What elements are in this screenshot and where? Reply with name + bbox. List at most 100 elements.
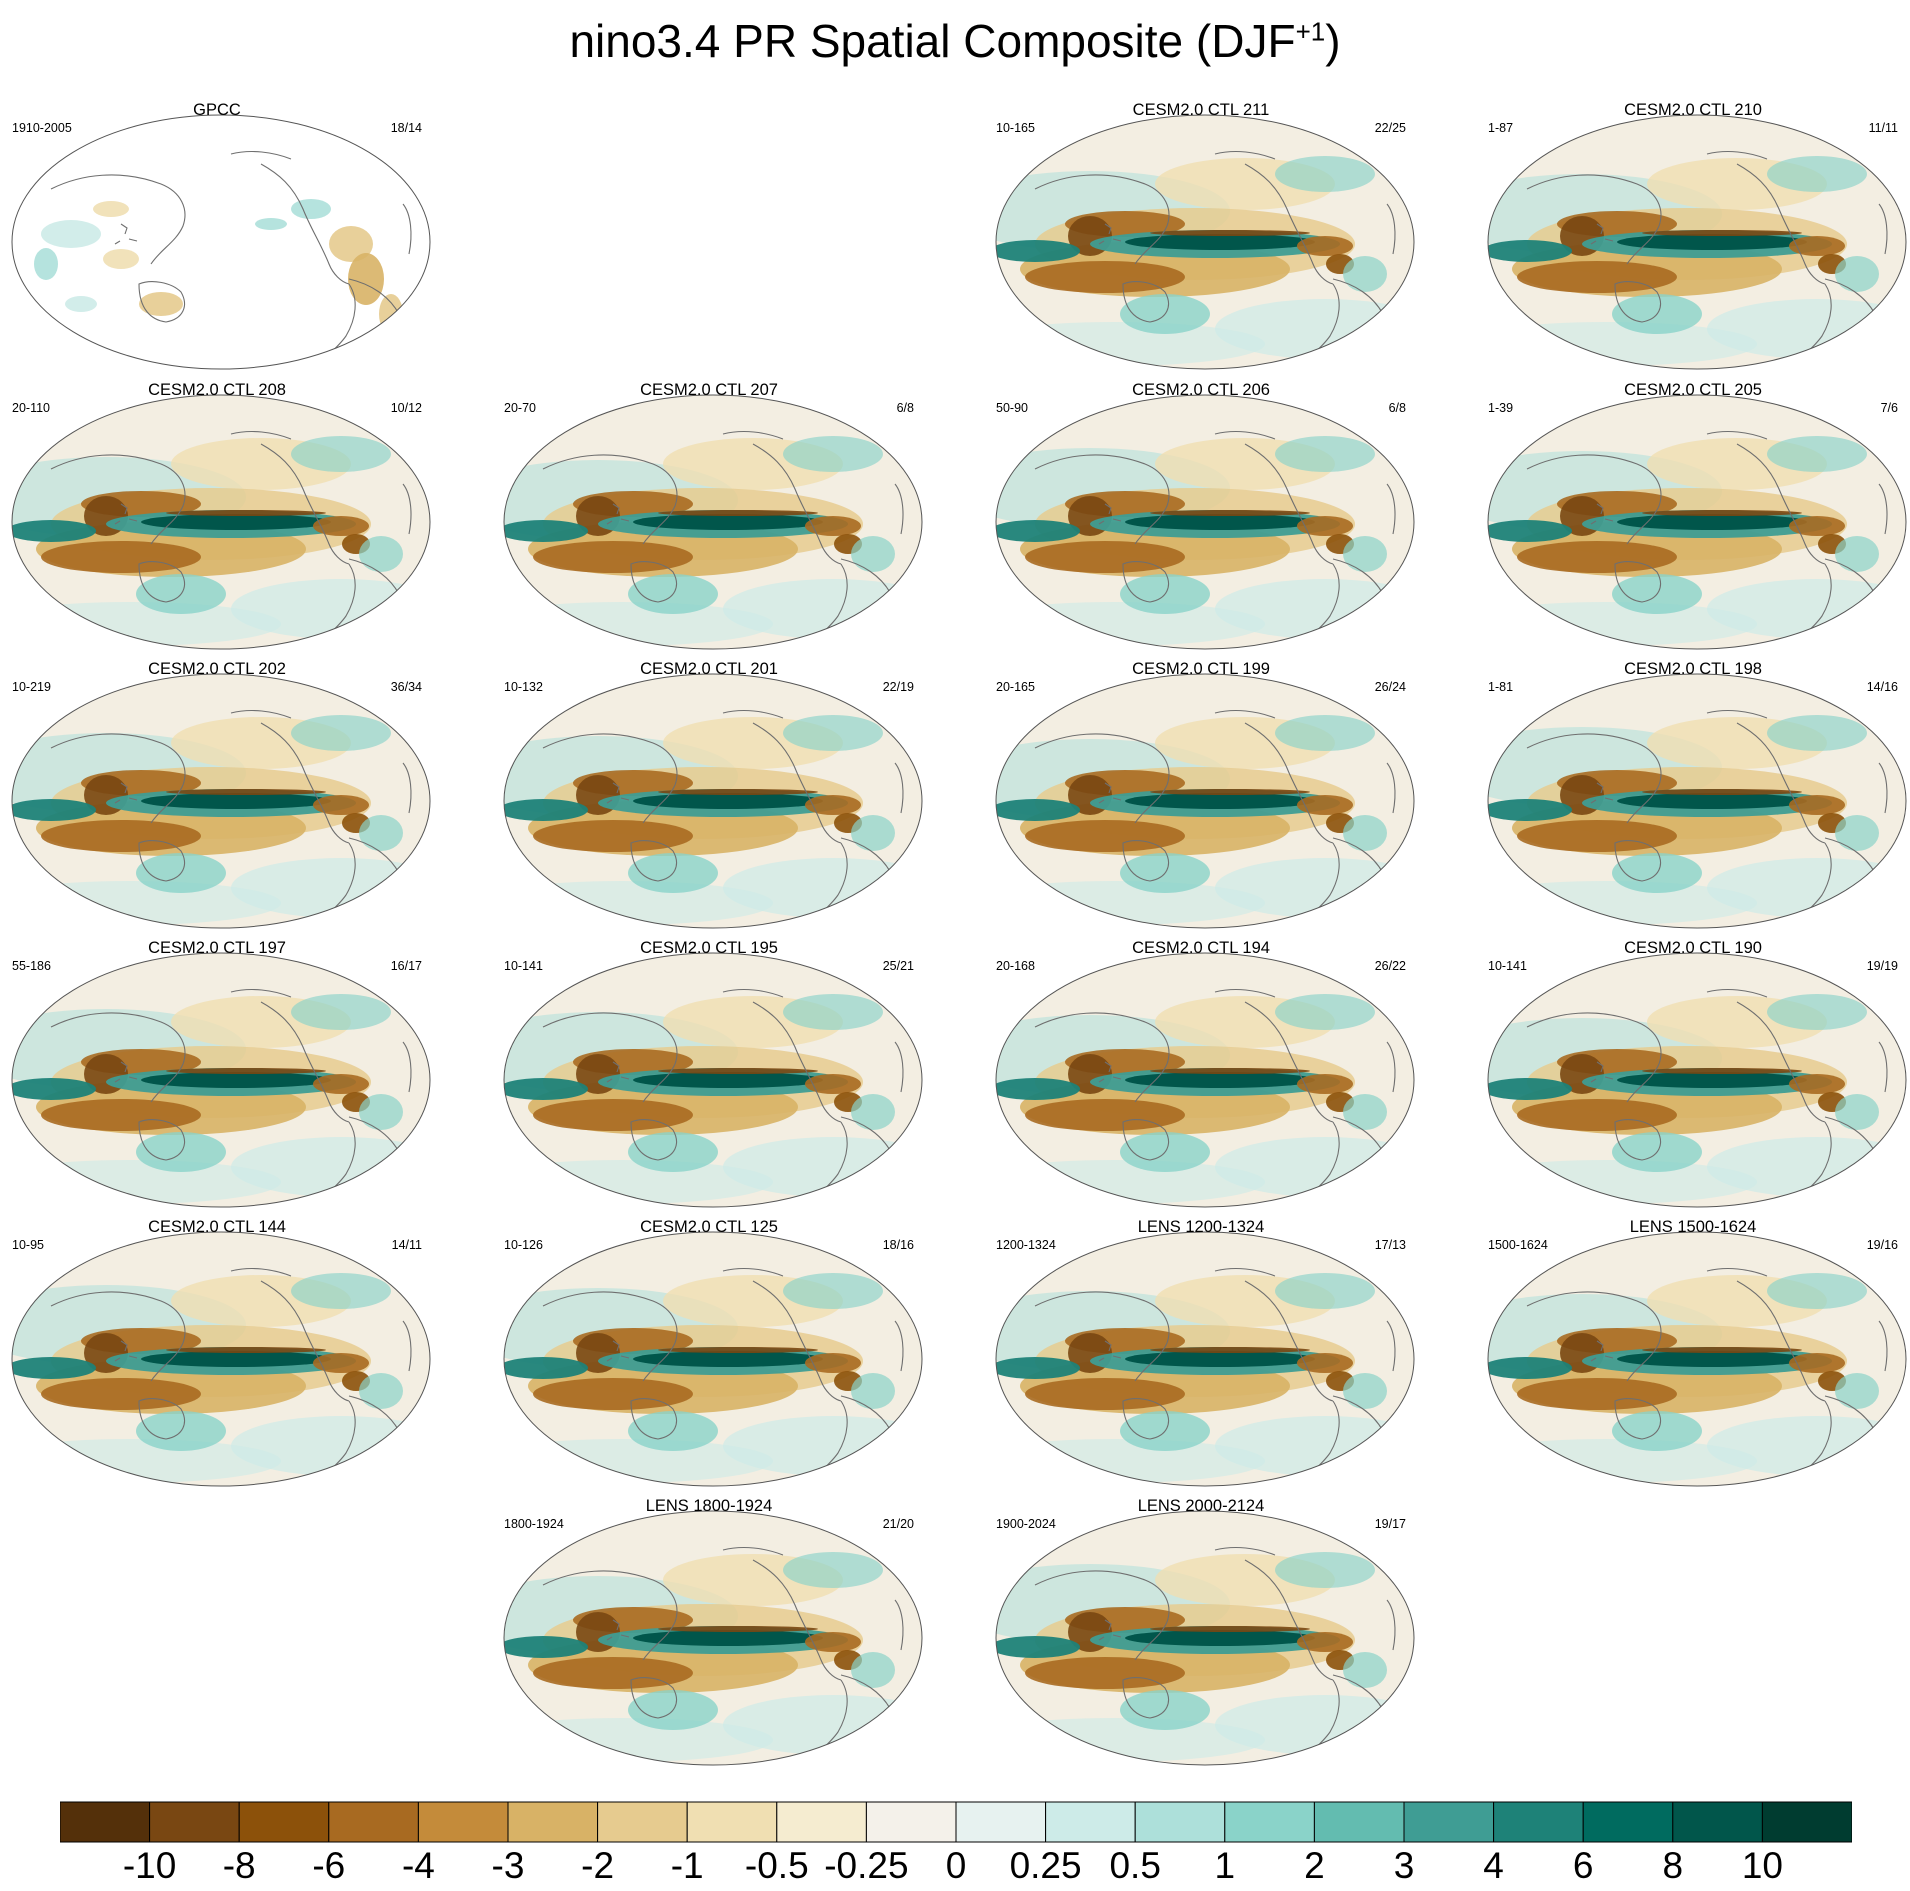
panel-title: LENS 1200-1324 (1137, 1218, 1265, 1236)
map-panel: CESM2.0 CTL 198 1-81 14/16 (1478, 659, 1908, 931)
panel-year-range: 1-39 (1488, 401, 1514, 415)
panel-year-range: 10-132 (504, 680, 543, 694)
globe-map (11, 114, 431, 370)
colorbar-swatch (1045, 1801, 1136, 1843)
panel-event-count: 18/16 (882, 1238, 914, 1252)
panel-event-count: 26/22 (1374, 959, 1406, 973)
map-panel: LENS 1200-1324 1200-1324 17/13 (986, 1217, 1416, 1489)
panel-year-range: 20-165 (996, 680, 1035, 694)
colorbar-tick-label: 10 (1741, 1845, 1783, 1886)
colorbar-tick-label: -2 (581, 1845, 615, 1886)
map-panel: CESM2.0 CTL 205 1-39 7/6 (1478, 380, 1908, 652)
colorbar-tick-label: 0.5 (1109, 1845, 1161, 1886)
colorbar-swatch (1134, 1801, 1226, 1843)
panel-year-range: 10-141 (1488, 959, 1527, 973)
panel-year-range: 20-168 (996, 959, 1035, 973)
colorbar-tick-label: -10 (122, 1845, 177, 1886)
colorbar-swatch (597, 1801, 688, 1843)
panel-title: CESM2.0 CTL 190 (1624, 939, 1762, 957)
panel-title: CESM2.0 CTL 197 (148, 939, 286, 957)
panel-event-count: 18/14 (390, 121, 422, 135)
panel-year-range: 1-81 (1488, 680, 1514, 694)
colorbar-tick-label: 4 (1483, 1845, 1504, 1886)
colorbar-swatch (686, 1801, 778, 1843)
panel-year-range: 1500-1624 (1488, 1238, 1548, 1252)
panel-event-count: 11/11 (1868, 121, 1898, 135)
globe-map (1487, 114, 1907, 370)
panel-title: LENS 1800-1924 (645, 1497, 773, 1515)
panel-title: LENS 2000-2124 (1137, 1497, 1265, 1515)
colorbar-tick-label: 2 (1304, 1845, 1325, 1886)
map-panel: CESM2.0 CTL 194 20-168 26/22 (986, 938, 1416, 1210)
colorbar-swatch (1672, 1801, 1763, 1843)
colorbar-swatch (776, 1801, 867, 1843)
colorbar-tick-label: 0.25 (1009, 1845, 1082, 1886)
panel-event-count: 19/17 (1374, 1517, 1406, 1531)
colorbar-tick-label: -6 (312, 1845, 346, 1886)
colorbar-swatch (1313, 1801, 1405, 1843)
colorbar-swatch (238, 1801, 330, 1843)
panel-event-count: 22/19 (882, 680, 914, 694)
panel-event-count: 19/19 (1866, 959, 1898, 973)
map-panel: CESM2.0 CTL 197 55-186 16/17 (2, 938, 432, 1210)
globe-map (503, 952, 923, 1208)
panel-event-count: 25/21 (882, 959, 914, 973)
panel-title: LENS 1500-1624 (1629, 1218, 1757, 1236)
colorbar-tick-label: -0.5 (744, 1845, 809, 1886)
panel-event-count: 26/24 (1374, 680, 1406, 694)
globe-map (1487, 952, 1907, 1208)
globe-map (995, 394, 1415, 650)
globe-map (11, 394, 431, 650)
map-panel: CESM2.0 CTL 144 10-95 14/11 (2, 1217, 432, 1489)
panel-event-count: 6/8 (1388, 401, 1406, 415)
globe-map (503, 1510, 923, 1766)
globe-map (995, 673, 1415, 929)
panel-event-count: 22/25 (1374, 121, 1406, 135)
globe-map (503, 1231, 923, 1487)
globe-map (995, 952, 1415, 1208)
globe-map (1487, 1231, 1907, 1487)
panel-year-range: 1-87 (1488, 121, 1514, 135)
panel-year-range: 1910-2005 (12, 121, 72, 135)
panel-title: CESM2.0 CTL 202 (148, 660, 286, 678)
panel-title: CESM2.0 CTL 144 (148, 1218, 286, 1236)
panel-event-count: 19/16 (1866, 1238, 1898, 1252)
panel-title: CESM2.0 CTL 205 (1624, 381, 1762, 399)
map-panel: CESM2.0 CTL 208 20-110 10/12 (2, 380, 432, 652)
globe-map (11, 673, 431, 929)
colorbar-tick-label: 6 (1572, 1845, 1594, 1886)
panel-title: CESM2.0 CTL 195 (640, 939, 778, 957)
map-panel: CESM2.0 CTL 202 10-219 36/34 (2, 659, 432, 931)
colorbar-swatch (149, 1801, 240, 1843)
panel-year-range: 50-90 (996, 401, 1028, 415)
colorbar-tick-label: 8 (1662, 1845, 1684, 1886)
map-panel: CESM2.0 CTL 201 10-132 22/19 (494, 659, 924, 931)
panel-title: CESM2.0 CTL 194 (1132, 939, 1270, 957)
colorbar-swatch (328, 1801, 419, 1843)
panel-event-count: 14/16 (1866, 680, 1898, 694)
colorbar-swatch (507, 1801, 599, 1843)
globe-map (503, 673, 923, 929)
map-panel: GPCC 1910-2005 18/14 (2, 100, 432, 372)
panel-title: CESM2.0 CTL 201 (640, 660, 778, 678)
globe-map (11, 952, 431, 1208)
colorbar-swatch (1761, 1801, 1852, 1843)
panel-year-range: 1800-1924 (504, 1517, 564, 1531)
panel-event-count: 7/6 (1880, 401, 1898, 415)
colorbar-tick-label: -1 (670, 1845, 704, 1886)
panel-event-count: 21/20 (882, 1517, 914, 1531)
figure-title: nino3.4 PR Spatial Composite (DJF+1) (569, 15, 1341, 67)
panel-year-range: 10-219 (12, 680, 51, 694)
globe-map (995, 1231, 1415, 1487)
panel-year-range: 10-126 (504, 1238, 543, 1252)
panel-event-count: 17/13 (1374, 1238, 1406, 1252)
panel-title: CESM2.0 CTL 198 (1624, 660, 1762, 678)
map-panel: LENS 1500-1624 1500-1624 19/16 (1478, 1217, 1908, 1489)
panel-event-count: 10/12 (390, 401, 422, 415)
globe-map (503, 394, 923, 650)
panel-title: CESM2.0 CTL 208 (148, 381, 286, 399)
panel-year-range: 1900-2024 (996, 1517, 1056, 1531)
colorbar-tick-label: 1 (1214, 1845, 1236, 1886)
panel-event-count: 16/17 (390, 959, 422, 973)
panel-title: CESM2.0 CTL 125 (640, 1218, 778, 1236)
